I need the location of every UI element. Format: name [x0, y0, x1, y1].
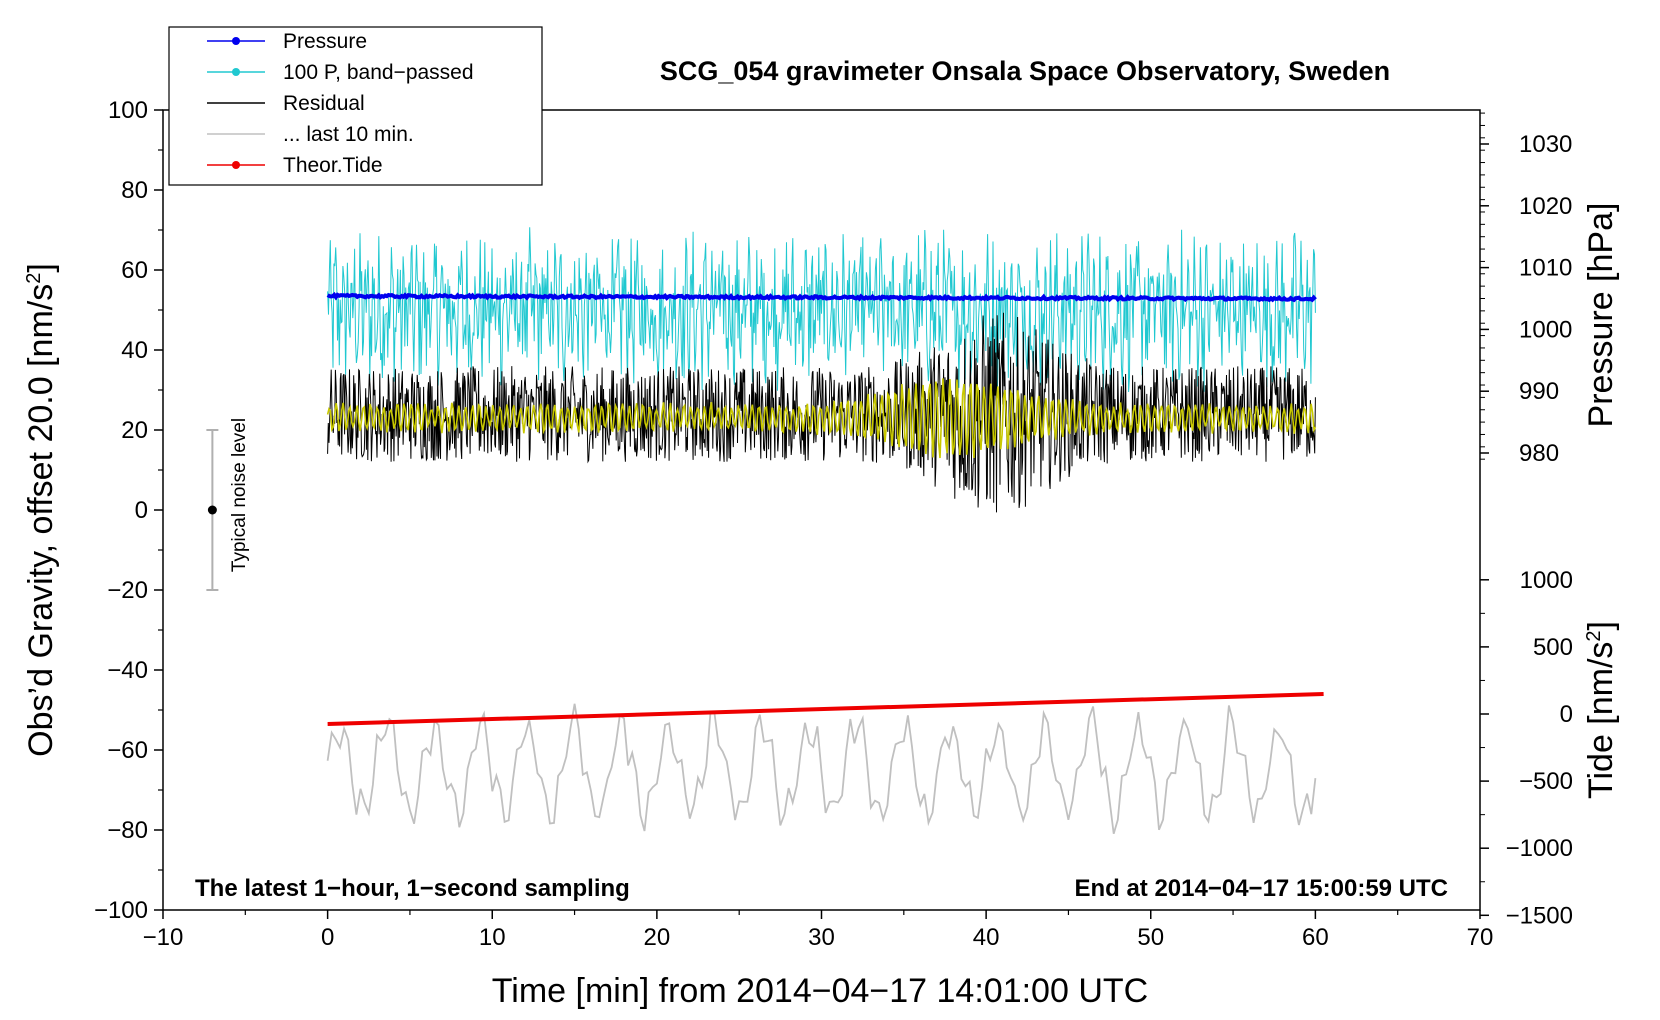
y-tick-label: 0 [135, 497, 148, 524]
legend-label: Theor.Tide [283, 154, 383, 177]
y-tick-label: 40 [121, 337, 148, 364]
y-tick-label: −60 [107, 737, 148, 764]
tide-tick-label: 500 [1533, 634, 1573, 661]
tide-tick-label: −500 [1519, 768, 1573, 795]
legend-label: 100 P, band−passed [283, 61, 474, 84]
annotation-end-time: End at 2014−04−17 15:00:59 UTC [1074, 875, 1448, 902]
x-tick-label: 10 [479, 924, 506, 951]
y-tick-label: 60 [121, 257, 148, 284]
legend-box [168, 26, 543, 186]
pressure-axis-label: Pressure [hPa] [1582, 203, 1620, 428]
pressure-tick-label: 980 [1519, 440, 1559, 467]
y-axis-label-main: Obs’d Gravity, offset 20.0 [nm/s [22, 284, 60, 757]
chart-title: SCG_054 gravimeter Onsala Space Observat… [660, 56, 1390, 86]
series-layer [326, 227, 1324, 835]
pressure-tick-label: 990 [1519, 378, 1559, 405]
y-tick-label: 20 [121, 417, 148, 444]
legend-marker [232, 161, 240, 169]
legend-marker [232, 37, 240, 45]
series-residual [327, 312, 1316, 513]
series-pressure [326, 291, 1317, 303]
legend-label: Residual [283, 92, 365, 115]
pressure-tick-label: 1030 [1519, 131, 1572, 158]
series-theoretical-tide [327, 692, 1324, 726]
y-axis-label-superscript: 2 [23, 273, 45, 284]
y-tick-label: −80 [107, 817, 148, 844]
pressure-tick-label: 1010 [1519, 255, 1572, 282]
x-tick-label: −10 [143, 924, 184, 951]
legend-marker [232, 68, 240, 76]
tide-axis-label-main: Tide [nm/s [1582, 642, 1620, 799]
tide-axis-label-superscript: 2 [1583, 630, 1605, 641]
pressure-tick-label: 1020 [1519, 193, 1572, 220]
x-tick-label: 60 [1302, 924, 1329, 951]
noise-bar-center-dot [207, 505, 217, 515]
y-tick-label: −100 [94, 897, 148, 924]
pressure-tick-label: 1000 [1519, 316, 1572, 343]
axes-layer: −10 0 10 20 30 40 50 60 70100806040200−20−40−60−… [94, 97, 1573, 951]
legend-label: ... last 10 min. [283, 123, 414, 146]
tide-axis-label-end: ] [1582, 621, 1620, 630]
x-axis-label: Time [min] from 2014−04−17 14:01:00 UTC [492, 972, 1148, 1010]
y-axis-label: Obs’d Gravity, offset 20.0 [nm/s2] [22, 263, 60, 757]
y-tick-label: −40 [107, 657, 148, 684]
tide-axis-label: Tide [nm/s2] [1582, 621, 1620, 799]
tide-tick-label: 0 [1560, 701, 1573, 728]
y-tick-label: −20 [107, 577, 148, 604]
tide-tick-label: −1500 [1506, 902, 1573, 929]
tide-tick-label: −1000 [1506, 835, 1573, 862]
tide-tick-label: 1000 [1520, 567, 1573, 594]
noise-level-bar [206, 429, 219, 591]
x-tick-label: 40 [973, 924, 1000, 951]
x-tick-label: 0 [321, 924, 334, 951]
annotation-latest-hour: The latest 1−hour, 1−second sampling [195, 875, 630, 902]
x-tick-label: 30 [808, 924, 835, 951]
series-band-passed-pressure [327, 227, 1316, 393]
y-tick-label: 80 [121, 177, 148, 204]
x-tick-label: 70 [1467, 924, 1494, 951]
legend: Pressure 100 P, band−passed Residual ... la… [168, 26, 543, 186]
x-tick-label: 20 [644, 924, 671, 951]
y-tick-label: 100 [108, 97, 148, 124]
legend-label: Pressure [283, 30, 367, 53]
noise-level-label: Typical noise level [229, 418, 250, 572]
x-tick-label: 50 [1137, 924, 1164, 951]
series-residual-smoothed [326, 378, 1317, 459]
series-last-10-min [326, 703, 1317, 835]
y-axis-label-end: ] [22, 263, 60, 272]
